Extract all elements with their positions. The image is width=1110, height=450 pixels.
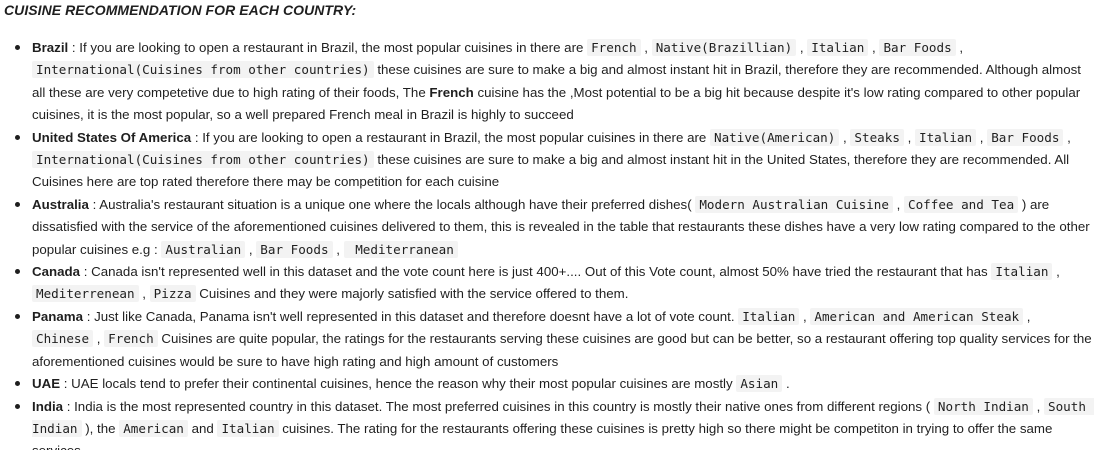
- emphasis-text: French: [429, 84, 474, 100]
- inline-code: International(Cuisines from other countr…: [32, 61, 374, 79]
- inline-code: North Indian: [933, 397, 1033, 415]
- body-text: ), the: [81, 420, 120, 436]
- section-heading: CUISINE RECOMMENDATION FOR EACH COUNTRY:: [4, 2, 357, 18]
- country-name: Brazil: [32, 40, 69, 55]
- country-name: United States Of America: [32, 129, 192, 145]
- list-item: India : India is the most represented co…: [15, 396, 1094, 450]
- list-item: Brazil : If you are looking to open a re…: [15, 37, 1092, 127]
- inline-code: Italian: [738, 307, 800, 325]
- inline-code: Italian: [915, 128, 977, 146]
- country-name: UAE: [32, 376, 61, 392]
- inline-code: Bar Foods: [879, 39, 956, 56]
- body-text: ,: [892, 196, 904, 212]
- inline-code: International(Cuisines from other countr…: [32, 151, 374, 169]
- country-name: Panama: [32, 308, 83, 324]
- body-text: : Canada isn't represented well in this …: [80, 264, 992, 280]
- inline-code: Italian: [807, 39, 869, 56]
- country-name: Australia: [32, 196, 89, 212]
- inline-code: Australian: [161, 240, 246, 258]
- body-text: ,: [332, 241, 344, 257]
- body-text: cuisines. The rating for the restaurants…: [32, 420, 1053, 450]
- body-text: : If you are looking to open a restauran…: [68, 40, 588, 55]
- body-text: ,: [93, 331, 105, 347]
- inline-code: French: [104, 330, 158, 348]
- inline-code: Asian: [736, 375, 783, 393]
- list-item: United States Of America : If you are lo…: [15, 127, 1092, 194]
- inline-code: American and American Steak: [810, 307, 1024, 325]
- inline-code: Mediterranean: [343, 240, 458, 258]
- inline-code: Mediterrenean: [32, 285, 139, 303]
- body-text: ,: [1023, 308, 1031, 324]
- country-name: Canada: [32, 264, 81, 280]
- list-item: Panama : Just like Canada, Panama isn't …: [15, 306, 1092, 373]
- body-text: cuisine has the ,Most potential to be a …: [32, 84, 1081, 123]
- body-text: ,: [138, 286, 150, 302]
- inline-code: Bar Foods: [987, 128, 1064, 146]
- body-text: and: [187, 420, 218, 436]
- body-text: : UAE locals tend to prefer their contin…: [60, 376, 737, 392]
- list-item: UAE : UAE locals tend to prefer their co…: [15, 373, 1092, 395]
- list-item: Canada : Canada isn't represented well i…: [15, 261, 1092, 306]
- body-text: these cuisines are sure to make a big an…: [32, 152, 1070, 190]
- inline-code: French: [587, 39, 641, 56]
- body-text: Cuisines are quite popular, the ratings …: [32, 331, 1092, 369]
- body-text: .: [782, 376, 790, 392]
- inline-code: Pizza: [149, 285, 196, 303]
- body-text: ,: [1032, 398, 1044, 414]
- recommendation-list: Brazil : If you are looking to open a re…: [0, 37, 1094, 450]
- body-text: : Australia's restaurant situation is a …: [88, 196, 696, 212]
- body-text: ) are dissatisfied with the service of t…: [32, 196, 1090, 257]
- body-text: these cuisines are sure to make a big an…: [32, 62, 1081, 100]
- inline-code: Italian: [991, 263, 1053, 281]
- body-text: : India is the most represented country …: [63, 398, 934, 414]
- body-text: Cuisines and they were majorly satisfied…: [195, 286, 629, 302]
- country-name: India: [32, 398, 64, 414]
- inline-code: American: [119, 419, 188, 437]
- body-text: ,: [799, 308, 811, 324]
- inline-code: Chinese: [32, 330, 94, 348]
- body-text: : Just like Canada, Panama isn't well re…: [83, 308, 739, 324]
- body-text: ,: [245, 241, 257, 257]
- body-text: ,: [903, 129, 916, 145]
- body-text: : If you are looking to open a restauran…: [191, 129, 710, 145]
- body-text: ,: [868, 40, 880, 55]
- body-text: ,: [640, 40, 652, 55]
- body-text: ,: [796, 40, 808, 55]
- inline-code: Native(Brazillian): [651, 39, 797, 56]
- body-text: ,: [1052, 264, 1060, 280]
- inline-code: Italian: [217, 419, 279, 437]
- inline-code: Steaks: [850, 128, 904, 146]
- inline-code: Modern Australian Cuisine: [695, 195, 893, 213]
- inline-code: Coffee and Tea: [904, 195, 1019, 213]
- list-item: Australia : Australia's restaurant situa…: [15, 194, 1092, 261]
- body-text: ,: [976, 129, 988, 145]
- inline-code: Bar Foods: [256, 240, 333, 258]
- body-text: ,: [839, 129, 851, 145]
- body-text: ,: [955, 40, 964, 55]
- inline-code: Native(American): [710, 128, 840, 146]
- body-text: ,: [1063, 129, 1071, 145]
